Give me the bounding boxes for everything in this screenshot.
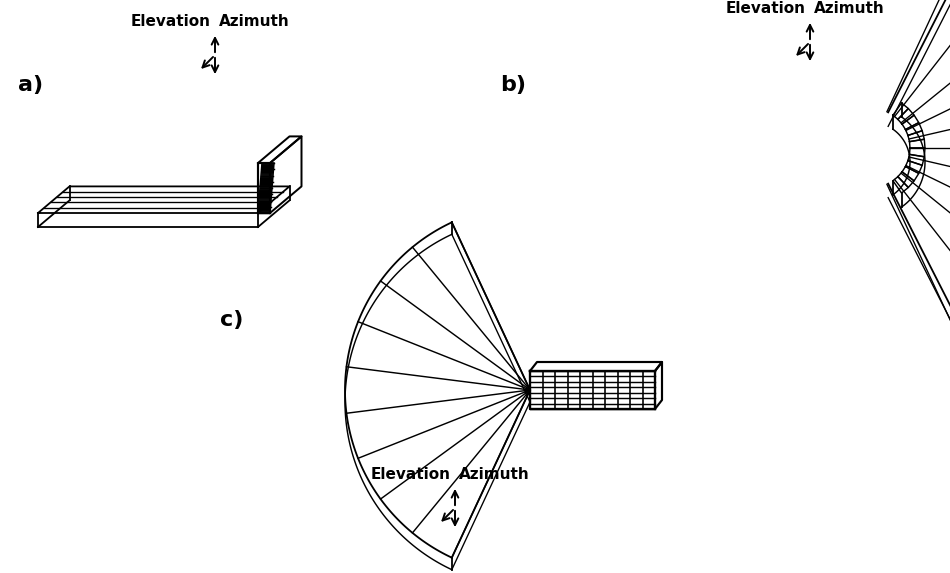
Text: Elevation: Elevation bbox=[371, 467, 451, 482]
Text: Elevation: Elevation bbox=[726, 1, 806, 16]
Text: a): a) bbox=[18, 75, 43, 95]
Text: Azimuth: Azimuth bbox=[814, 1, 884, 16]
Text: b): b) bbox=[500, 75, 526, 95]
Text: Azimuth: Azimuth bbox=[459, 467, 530, 482]
Text: Elevation: Elevation bbox=[131, 14, 211, 29]
Text: Azimuth: Azimuth bbox=[219, 14, 290, 29]
Text: c): c) bbox=[220, 310, 243, 330]
